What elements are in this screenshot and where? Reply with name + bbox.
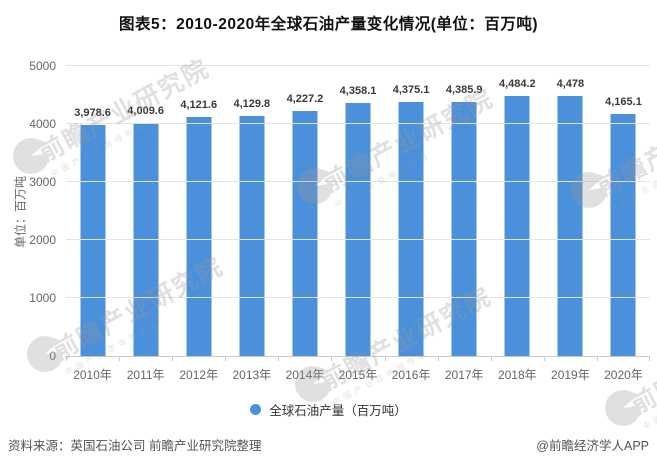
footer: 资料来源：英国石油公司 前瞻产业研究院整理 @前瞻经济学人APP	[8, 435, 649, 454]
grid-line	[66, 123, 650, 124]
x-tick-label: 2012年	[179, 368, 219, 382]
bar	[610, 114, 636, 356]
bar	[398, 102, 424, 356]
x-tick-label: 2015年	[338, 368, 378, 382]
bar-slot: 4,121.6	[172, 67, 225, 361]
x-tick-label: 2018年	[497, 368, 537, 382]
y-tick-label: 3000	[29, 175, 56, 189]
x-tick-label: 2020年	[604, 368, 643, 382]
x-axis-tick	[225, 356, 227, 361]
bar-value-label: 4,484.2	[498, 77, 536, 90]
credit-note: @前瞻经济学人APP	[536, 439, 649, 453]
bar	[186, 116, 212, 356]
x-tick-label: 2017年	[444, 368, 484, 382]
bar	[292, 110, 318, 356]
x-tick-label: 2010年	[73, 368, 112, 382]
grid-line	[66, 297, 650, 298]
y-tick-label: 1000	[29, 291, 56, 305]
x-axis-tick	[543, 356, 545, 361]
bar	[80, 125, 106, 356]
y-tick-label: 4000	[29, 117, 56, 131]
bar-value-label: 4,009.6	[127, 105, 164, 118]
bar-value-label: 4,375.1	[392, 84, 430, 97]
x-axis-tick	[172, 356, 174, 361]
x-axis-tick	[278, 356, 280, 361]
bar	[504, 95, 530, 356]
x-tick-label: 2016年	[391, 368, 431, 382]
bar-slot: 3,978.6	[66, 67, 119, 361]
chart-title: 图表5：2010-2020年全球石油产量变化情况(单位：百万吨)	[118, 16, 539, 33]
x-axis-tick	[384, 356, 386, 361]
bar-value-label: 4,358.1	[339, 85, 377, 98]
x-axis-tick	[437, 356, 439, 361]
bar	[557, 96, 583, 356]
bar	[239, 116, 265, 356]
legend-circle-icon	[250, 404, 262, 415]
x-tick-label: 2014年	[285, 368, 325, 382]
bar-slot: 4,129.8	[225, 67, 278, 361]
bar-value-label: 4,129.8	[233, 98, 271, 111]
bar-slot: 4,165.1	[596, 67, 651, 361]
x-axis-tick	[490, 356, 492, 361]
y-tick-label: 0	[49, 349, 56, 363]
x-tick-label: 2019年	[551, 368, 590, 382]
legend: 全球石油产量（百万吨）	[0, 400, 657, 419]
x-axis-tick	[331, 356, 333, 361]
grid-line	[66, 181, 650, 182]
bar-slot: 4,484.2	[490, 67, 544, 361]
bar-value-label: 4,121.6	[180, 98, 218, 111]
bar-slot: 4,009.6	[119, 67, 172, 361]
bar	[451, 101, 477, 356]
watermark-logo-icon	[13, 138, 50, 174]
bar-value-label: 4,165.1	[605, 96, 642, 109]
x-axis-labels: 2010年 2011年 2012年 2013年 2014年 2015年 2016年 2017年…	[66, 366, 650, 383]
legend-label: 全球石油产量（百万吨）	[269, 404, 407, 418]
source-note: 资料来源：英国石油公司 前瞻产业研究院整理	[8, 439, 262, 453]
bar-slot: 4,358.1	[331, 67, 384, 361]
x-axis-tick	[596, 356, 598, 361]
bar-value-label: 4,385.9	[445, 83, 483, 96]
grid-line	[66, 239, 650, 240]
x-axis-tick	[66, 356, 67, 361]
x-tick-label: 2013年	[232, 368, 272, 382]
x-axis-tick	[119, 356, 121, 361]
bar-slot: 4,227.2	[278, 67, 331, 361]
y-tick-label: 5000	[29, 59, 56, 73]
bar-series: 3,978.6 4,009.6 4,121.6 4,129.8 4,227.2 4,358…	[66, 67, 651, 361]
y-tick-label: 2000	[29, 233, 56, 247]
bar-value-label: 4,478	[556, 78, 585, 91]
x-tick-label: 2011年	[126, 368, 165, 382]
bar-value-label: 4,227.2	[286, 92, 324, 105]
bar-slot: 4,385.9	[437, 67, 491, 361]
bar	[345, 103, 371, 356]
bar-slot: 4,478	[543, 67, 597, 361]
bar-slot: 4,375.1	[384, 67, 438, 361]
plot-area: 3,978.6 4,009.6 4,121.6 4,129.8 4,227.2 4,358…	[66, 65, 651, 361]
bar-value-label: 3,978.6	[74, 107, 111, 120]
x-axis-tick	[649, 356, 651, 361]
grid-line	[66, 65, 650, 66]
